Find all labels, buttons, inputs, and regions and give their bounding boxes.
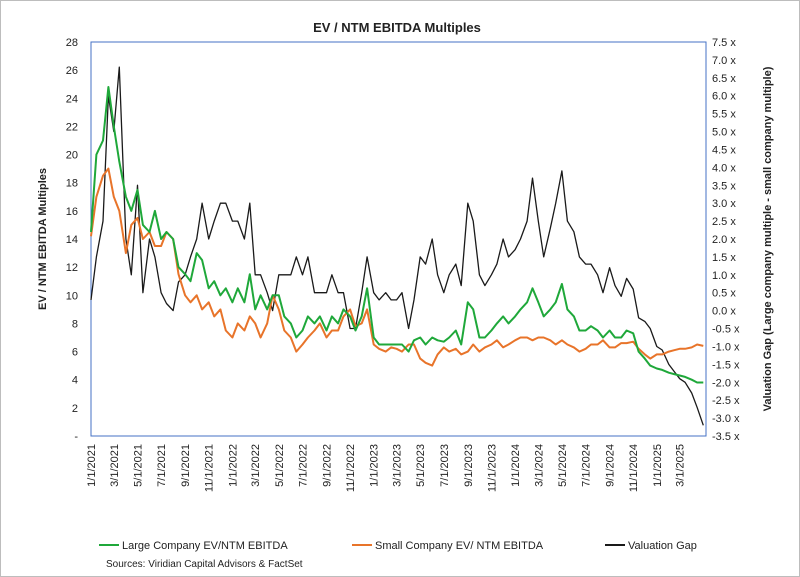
x-tick-label: 7/1/2024	[581, 444, 593, 487]
y-tick-label: 22	[66, 121, 78, 133]
y-tick-label: 28	[66, 37, 78, 49]
y-tick-label: 10	[66, 290, 78, 302]
x-tick-label: 7/1/2021	[156, 444, 168, 487]
y2-tick-label: 3.5 x	[712, 180, 736, 192]
chart-source: Sources: Viridian Capital Advisors & Fac…	[106, 559, 303, 570]
y-tick-label: 24	[66, 93, 78, 105]
x-tick-label: 11/1/2024	[628, 444, 640, 492]
y-tick-label: 16	[66, 206, 78, 218]
x-tick-label: 3/1/2021	[109, 444, 121, 487]
y2-tick-label: 0.0 x	[712, 306, 736, 318]
y2-tick-label: -1.5 x	[712, 359, 740, 371]
y2-tick-label: -1.0 x	[712, 341, 740, 353]
x-tick-label: 1/1/2024	[510, 444, 522, 487]
x-tick-label: 3/1/2022	[250, 444, 262, 487]
plot-area-border	[90, 41, 707, 437]
y2-tick-label: 2.5 x	[712, 216, 736, 228]
x-tick-label: 5/1/2022	[274, 444, 286, 487]
y-tick-label: 6	[72, 347, 78, 359]
y-tick-label: 20	[66, 150, 78, 162]
x-tick-label: 1/1/2021	[86, 444, 98, 487]
y2-tick-label: -2.5 x	[712, 395, 740, 407]
y-tick-label: 18	[66, 178, 78, 190]
series-line-small-company-ev-ntm-ebitda	[90, 167, 704, 367]
x-tick-label: 9/1/2022	[321, 444, 333, 487]
y2-tick-label: 1.5 x	[712, 252, 736, 264]
y2-tick-label: 5.5 x	[712, 109, 736, 121]
x-tick-label: 5/1/2023	[415, 444, 427, 487]
legend-label: Small Company EV/ NTM EBITDA	[375, 540, 544, 552]
y2-tick-label: -0.5 x	[712, 324, 740, 336]
x-tick-label: 5/1/2024	[557, 444, 569, 487]
x-tick-label: 3/1/2024	[533, 444, 545, 487]
y2-tick-label: 3.0 x	[712, 198, 736, 210]
y2-tick-label: 7.5 x	[712, 37, 736, 49]
y-tick-label: 8	[72, 318, 78, 330]
y2-tick-label: -3.0 x	[712, 413, 740, 425]
x-tick-label: 5/1/2021	[132, 444, 144, 487]
x-tick-label: 9/1/2024	[605, 444, 617, 487]
y2-tick-label: 6.0 x	[712, 91, 736, 103]
x-tick-label: 1/1/2022	[227, 444, 239, 487]
legend-label: Large Company EV/NTM EBITDA	[122, 540, 288, 552]
y-tick-label: 12	[66, 262, 78, 274]
y2-axis-label: Valuation Gap (Large company multiple - …	[762, 66, 774, 411]
x-tick-label: 1/1/2023	[369, 444, 381, 487]
x-tick-label: 9/1/2021	[180, 444, 192, 487]
y2-tick-label: 0.5 x	[712, 288, 736, 300]
series-line-valuation-gap	[90, 66, 704, 426]
series-line-large-company-ev-ntm-ebitda	[90, 86, 704, 384]
y2-tick-label: 4.5 x	[712, 144, 736, 156]
y-axis-label: EV / NTM EBITDA Multiples	[37, 168, 49, 310]
y2-tick-label: 5.0 x	[712, 127, 736, 139]
y-tick-label: 2	[72, 403, 78, 415]
y2-tick-label: 4.0 x	[712, 162, 736, 174]
y-tick-label: 4	[72, 375, 78, 387]
legend-label: Valuation Gap	[628, 540, 697, 552]
chart-title: EV / NTM EBITDA Multiples	[313, 20, 481, 35]
x-tick-label: 9/1/2023	[463, 444, 475, 487]
x-tick-label: 11/1/2023	[486, 444, 498, 492]
x-tick-label: 7/1/2023	[439, 444, 451, 487]
x-tick-label: 11/1/2022	[345, 444, 357, 492]
y2-tick-label: 6.5 x	[712, 73, 736, 85]
y-tick-label: -	[74, 431, 78, 443]
x-tick-label: 3/1/2025	[675, 444, 687, 487]
y2-tick-label: -3.5 x	[712, 431, 740, 443]
y2-tick-label: 7.0 x	[712, 55, 736, 67]
x-tick-label: 7/1/2022	[297, 444, 309, 487]
x-tick-label: 3/1/2023	[392, 444, 404, 487]
y-tick-label: 26	[66, 65, 78, 77]
y2-tick-label: 2.0 x	[712, 234, 736, 246]
y-tick-label: 14	[66, 234, 78, 246]
y2-tick-label: 1.0 x	[712, 270, 736, 282]
x-tick-label: 11/1/2021	[204, 444, 216, 492]
x-tick-label: 1/1/2025	[652, 444, 664, 487]
y2-tick-label: -2.0 x	[712, 377, 740, 389]
